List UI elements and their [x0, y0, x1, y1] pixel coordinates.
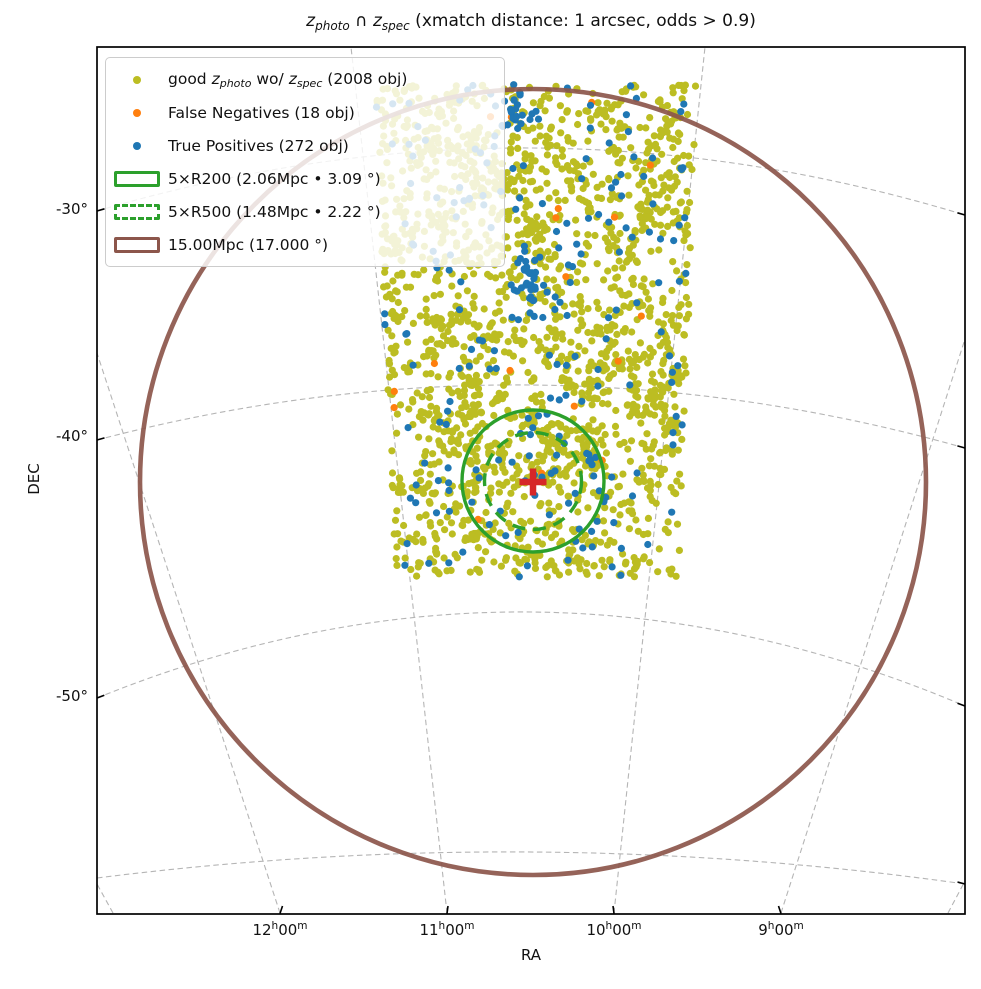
y-tick-minus50: -50°: [56, 687, 88, 705]
legend-label-true-positives: True Positives (272 obj): [168, 136, 349, 155]
legend: good zphoto wo/ zspec (2008 obj) False N…: [105, 57, 505, 267]
legend-item-false-negatives: False Negatives (18 obj): [106, 96, 504, 129]
title-z2: z: [372, 11, 382, 31]
title-rest: (xmatch distance: 1 arcsec, odds > 0.9): [409, 11, 756, 31]
legend-label-5xr200: 5×R200 (2.06Mpc • 3.09 °): [168, 169, 381, 188]
circle-5xr200: [460, 408, 606, 554]
x-tick-10h: 10h00m: [586, 920, 642, 939]
axis-ticks: [96, 208, 966, 914]
legend-marker-olive-dot: [106, 75, 168, 84]
legend-label-5xr500: 5×R500 (1.48Mpc • 2.22 °): [168, 202, 381, 221]
legend-item-5xr200: 5×R200 (2.06Mpc • 3.09 °): [106, 162, 504, 195]
cluster-center-cross-icon: [519, 468, 547, 496]
legend-marker-orange-dot: [106, 108, 168, 117]
plot-border: [96, 46, 966, 915]
legend-item-15mpc: 15.00Mpc (17.000 °): [106, 228, 504, 261]
y-tick-minus40: -40°: [56, 427, 88, 445]
legend-item-true-positives: True Positives (272 obj): [106, 129, 504, 162]
legend-label-false-negatives: False Negatives (18 obj): [168, 103, 355, 122]
title-z1: z: [306, 11, 316, 31]
plot-title: zphoto ∩ zspec (xmatch distance: 1 arcse…: [97, 11, 965, 33]
x-axis-label: RA: [520, 946, 542, 964]
overlay-circles: [137, 86, 929, 878]
circle-5xr500: [482, 430, 584, 532]
x-tick-11h: 11h00m: [419, 920, 475, 939]
circle-15mpc: [137, 86, 929, 878]
title-sub-photo: photo: [315, 19, 350, 33]
legend-marker-green-solid-rect: [106, 170, 168, 187]
title-sub-spec: spec: [381, 19, 410, 33]
legend-item-5xr500: 5×R500 (1.48Mpc • 2.22 °): [106, 195, 504, 228]
legend-item-good-zphoto: good zphoto wo/ zspec (2008 obj): [106, 63, 504, 96]
x-tick-12h: 12h00m: [252, 920, 308, 939]
legend-marker-brown-rect: [106, 236, 168, 253]
y-tick-minus30: -30°: [56, 200, 88, 218]
legend-marker-blue-dot: [106, 141, 168, 150]
legend-label-good-zphoto: good zphoto wo/ zspec (2008 obj): [168, 69, 408, 90]
y-axis-label: DEC: [25, 463, 43, 495]
title-intersection: ∩: [349, 11, 373, 31]
legend-marker-green-dashed-rect: [106, 203, 168, 220]
x-tick-9h: 9h00m: [758, 920, 804, 939]
legend-label-15mpc: 15.00Mpc (17.000 °): [168, 235, 329, 254]
